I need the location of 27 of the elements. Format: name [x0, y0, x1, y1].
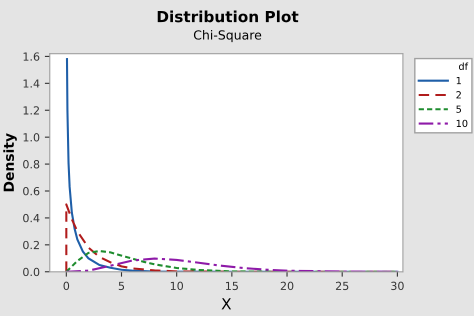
legend-label: 5	[456, 106, 461, 113]
x-tick-label: 0	[64, 282, 70, 290]
legend-title: df	[458, 62, 468, 70]
y-tick-label: 1.4	[24, 79, 40, 88]
x-tick-label: 10	[170, 282, 184, 290]
legend-label: 10	[456, 120, 468, 128]
line-series	[65, 258, 398, 272]
y-tick-label: 1.0	[24, 133, 40, 142]
y-tick-label: 0.0	[23, 268, 40, 276]
y-tick-label: 1.6	[24, 52, 40, 61]
x-tick-label: 20	[280, 282, 294, 290]
x-tick-label: 25	[336, 282, 348, 290]
y-tick-label: 0.6	[23, 186, 40, 196]
x-tick-label: 15	[226, 282, 238, 290]
y-tick-label: 0.4	[23, 214, 40, 222]
legend-label: 2	[456, 91, 461, 98]
legend-label: 1	[456, 77, 461, 84]
chart-title: Distribution Plot	[158, 10, 298, 22]
chart-subtitle: Chi-Square	[194, 30, 262, 42]
x-tick-label: 30	[391, 282, 404, 290]
y-axis-title: Density	[3, 133, 17, 192]
y-tick-label: 0.8	[23, 160, 40, 168]
y-tick-label: 1.2	[24, 106, 39, 114]
y-tick-label: 0.2	[23, 240, 39, 250]
x-axis-title: X	[222, 298, 232, 310]
line-series	[65, 250, 398, 272]
x-tick-label: 5	[118, 282, 124, 290]
